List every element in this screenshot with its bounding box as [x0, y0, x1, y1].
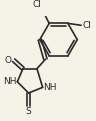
Text: Cl: Cl: [33, 0, 42, 9]
Text: NH: NH: [3, 77, 16, 86]
Text: NH: NH: [44, 83, 57, 92]
Text: Cl: Cl: [83, 21, 92, 30]
Text: O: O: [5, 56, 12, 65]
Text: S: S: [26, 107, 31, 116]
